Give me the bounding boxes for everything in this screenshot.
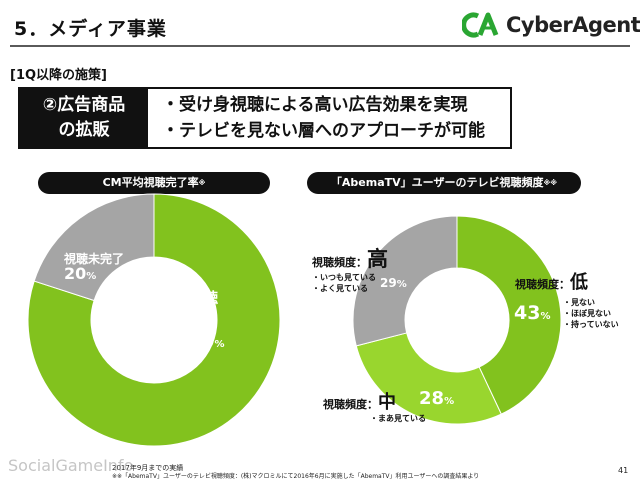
right-mid-desc-1: ・まあ見ている [370,414,426,423]
measure-label-line2: の拡販 [58,120,110,140]
page-number: 41 [618,466,629,475]
left-chart-title-note: ※ [198,179,206,187]
title-divider [10,45,630,47]
right-mid-number: 28 [419,388,445,409]
right-low-pct: % [540,311,551,322]
right-low-desc-3: ・持っていない [563,320,619,329]
section-title: 5．メディア事業 [14,18,167,40]
right-donut-slice-1 [355,332,502,425]
right-chart-title-text: 「AbemaTV」ユーザーのテレビ視聴頻度 [330,176,544,189]
right-high-desc-2: ・よく見ている [312,284,368,293]
left-chart-title: CM平均視聴完了率※ [38,172,270,194]
right-mid-word: 中 [378,392,396,413]
right-high-desc-1: ・いつも見ている [312,273,376,282]
right-mid-title: 視聴頻度：中 [323,388,396,414]
period-label: [1Q以降の施策] [10,68,107,83]
right-low-desc-2: ・ほぼ見ない [563,309,611,318]
right-high-prefix: 視聴頻度： [312,256,367,269]
left-donut-slice-0 [27,193,281,447]
measure-points: ・受け身視聴による高い広告効果を実現 ・テレビを見ない層へのアプローチが可能 [162,92,485,144]
left-complete-line2: 完了 [188,309,219,327]
right-high-pct: % [396,279,407,290]
footnote-1: 2017年9月までの実績 [112,464,184,472]
right-mid-pct: % [444,396,455,407]
right-low-title: 視聴頻度：低 [515,268,588,294]
cyberagent-logo: CyberAgent [462,12,640,38]
left-incomplete-value: 20% [64,264,96,283]
left-complete-number: 80 [188,330,215,352]
right-high-number: 29 [380,276,397,290]
right-low-word: 低 [570,272,588,293]
right-high-desc: ・いつも見ている ・よく見ている [312,272,376,294]
right-mid-value: 28% [419,388,454,409]
measure-label-line1: ②広告商品 [42,95,126,115]
logo-wordmark: CyberAgent [506,13,640,37]
measure-box: ②広告商品 の拡販 ・受け身視聴による高い広告効果を実現 ・テレビを見ない層への… [18,87,512,149]
right-donut-slice-2 [352,215,458,347]
measure-point-2: ・テレビを見ない層へのアプローチが可能 [162,121,485,141]
right-low-prefix: 視聴頻度： [515,278,570,291]
right-low-number: 43 [514,302,541,324]
footnote-2: ※※「AbemaTV」ユーザーのテレビ視聴頻度：(株)マクロミルにて2016年6… [112,473,480,480]
left-incomplete-pct: % [86,271,97,282]
left-incomplete-label: 視聴未完了 [64,252,125,266]
right-chart-title: 「AbemaTV」ユーザーのテレビ視聴頻度※※ [307,172,581,194]
measure-point-1: ・受け身視聴による高い広告効果を実現 [162,95,468,115]
watermark: SocialGameInfo [8,456,134,475]
left-chart-title-text: CM平均視聴完了率 [102,176,199,189]
left-complete-pct: % [214,339,225,350]
right-mid-prefix: 視聴頻度： [323,398,378,411]
left-complete-value: 80% [188,330,224,352]
right-low-desc: ・見ない ・ほぼ見ない ・持っていない [563,297,619,330]
left-complete-label: 視聴 完了 [188,288,218,328]
right-mid-desc: ・まあ見ている [370,413,426,424]
right-donut-slice-0 [456,215,562,415]
left-complete-line1: 視聴 [188,289,219,307]
right-chart-title-note: ※※ [543,179,558,187]
measure-label: ②広告商品 の拡販 [20,89,148,147]
cyberagent-logo-icon [462,12,499,38]
left-incomplete-number: 20 [64,264,87,283]
left-donut-slice-1 [33,193,155,302]
right-low-desc-1: ・見ない [563,298,595,307]
right-high-word: 高 [367,247,388,271]
right-low-value: 43% [514,302,550,324]
right-high-title: 視聴頻度：高 [312,243,388,273]
right-high-value: 29% [380,276,407,290]
